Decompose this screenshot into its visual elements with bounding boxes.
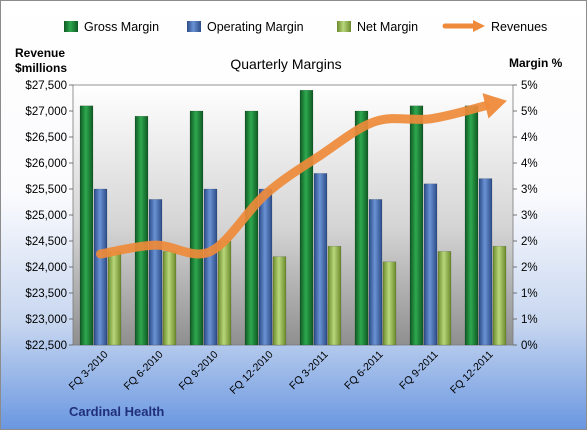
legend-arrowhead-icon [473,20,485,32]
left-tick-label: $23,000 [25,314,67,326]
left-axis: $22,500 $23,000 $23,500 $24,000 $24,500 $25,0… [25,80,73,352]
right-tick-label: 4% [521,158,538,170]
operating-margin-bar [478,178,493,346]
right-tick-label: 1% [521,288,538,300]
category-axis: FQ 3-2010 FQ 6-2010 FQ 9-2010 FQ 12-2010 FQ … [67,349,496,397]
left-tick-label: $23,500 [25,288,67,300]
operating-margin-bar [313,173,328,346]
right-tick-label: 5% [521,106,538,118]
operating-margin-bar [258,188,273,346]
gross-margin-bar [134,115,149,346]
operating-margin-bar [93,188,108,346]
left-axis-title-line2: $millions [15,61,67,75]
left-axis-title-line1: Revenue [15,46,65,60]
left-tick-label: $24,000 [25,262,67,274]
left-tick-label: $26,000 [25,158,67,170]
legend-swatch-net [337,21,351,32]
revenues-line [96,101,490,259]
legend: Gross Margin Operating Margin Net Margin… [64,20,547,34]
net-margin-bar [437,251,452,346]
right-tick-label: 2% [521,262,538,274]
revenues-arrowhead-icon [482,93,507,119]
right-tick-label: 5% [521,80,538,92]
category-label: FQ 6-2010 [122,349,166,393]
category-label: FQ 3-2011 [287,349,331,393]
right-tick-label: 3% [521,184,538,196]
right-tick-label: 4% [521,132,538,144]
legend-label-revenues: Revenues [491,20,547,34]
net-margin-bar [272,256,287,346]
net-margin-bar [382,261,397,346]
left-tick-label: $27,000 [25,106,67,118]
left-tick-label: $26,500 [25,132,67,144]
net-margin-bar [327,245,342,346]
left-tick-label: $25,000 [25,210,67,222]
left-tick-label: $22,500 [25,340,67,352]
legend-label-gross: Gross Margin [84,20,159,34]
left-tick-label: $25,500 [25,184,67,196]
gross-margin-bar [189,110,204,346]
left-tick-label: $24,500 [25,236,67,248]
gross-margin-bar [464,105,479,346]
right-tick-label: 0% [521,340,538,352]
revenues-line-group [96,93,507,259]
right-tick-label: 2% [521,236,538,248]
gross-margin-bar [299,89,314,346]
category-label: FQ 3-2010 [67,349,111,393]
net-margin-bar [162,251,177,346]
legend-label-net: Net Margin [357,20,418,34]
category-label: FQ 9-2011 [397,349,441,393]
legend-swatch-operating [187,21,201,32]
gross-margin-bar [79,105,94,346]
legend-swatch-gross [64,21,78,32]
right-axis: 0% 1% 1% 2% 2% 3% 3% 4% 4% 5% 5% [513,80,538,352]
net-margin-bar [107,251,122,346]
left-tick-label: $27,500 [25,80,67,92]
gross-margin-bar [244,110,259,346]
gross-margin-bar [409,105,424,346]
company-label: Cardinal Health [69,404,164,419]
chart-title: Quarterly Margins [230,56,341,72]
right-axis-title: Margin % [509,56,563,70]
net-margin-bar [217,240,232,346]
legend-label-operating: Operating Margin [207,20,304,34]
operating-margin-bar [368,199,383,346]
right-tick-label: 1% [521,314,538,326]
category-label: FQ 9-2010 [177,349,221,393]
operating-margin-bar [148,199,163,346]
net-margin-bar [492,245,507,346]
gross-margin-bar [354,110,369,346]
category-label: FQ 6-2011 [342,349,386,393]
right-tick-label: 3% [521,210,538,222]
operating-margin-bar [203,188,218,346]
operating-margin-bar [423,183,438,346]
category-label: FQ 12-2010 [228,349,276,397]
bars [79,89,507,346]
category-label: FQ 12-2011 [448,349,496,397]
